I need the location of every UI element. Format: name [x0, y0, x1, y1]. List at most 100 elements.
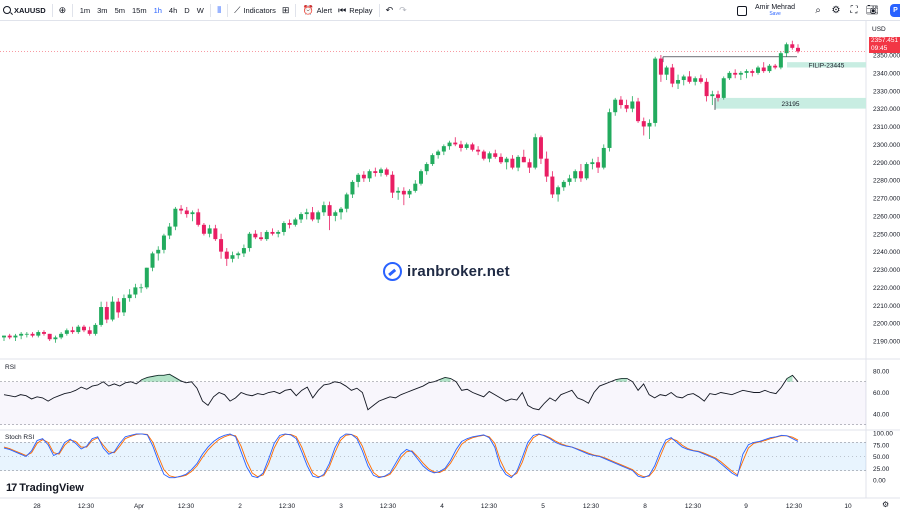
top-toolbar: XAUUSD ⊕ 1m 3m 5m 15m 1h 4h D W ⫴ ⟋ Indi… — [0, 0, 900, 21]
candle-body — [361, 174, 366, 179]
timeframe-1h[interactable]: 1h — [153, 5, 162, 15]
candle-body — [327, 205, 332, 216]
alert-button[interactable]: ⏰ Alert — [299, 0, 335, 21]
candle-body — [550, 176, 555, 195]
timeframe-15m[interactable]: 15m — [131, 5, 147, 15]
candle-body — [339, 208, 344, 213]
tradingview-logo[interactable]: 17 TradingView — [6, 482, 84, 494]
indicators-label: Indicators — [243, 5, 276, 15]
candle-body — [767, 65, 772, 72]
candle-body — [270, 231, 275, 234]
price-axis-label: 2220.000 — [873, 285, 900, 292]
candle-body — [316, 212, 321, 220]
compare-symbol-button[interactable]: ⊕ — [56, 0, 70, 21]
candle-body — [561, 181, 566, 188]
camera-icon[interactable]: 📷︎ — [866, 5, 879, 16]
candle-body — [201, 224, 206, 234]
price-axis-label: 2350.000 — [873, 53, 900, 60]
candle-body — [150, 253, 155, 268]
candle-body — [2, 335, 6, 338]
candle-body — [481, 151, 486, 159]
price-axis-label: 2330.000 — [873, 88, 900, 95]
time-axis-label: 12:30 — [78, 503, 95, 510]
candle-body — [418, 171, 423, 184]
time-axis-label: 4 — [440, 503, 444, 510]
timeframe-3m[interactable]: 3m — [97, 5, 108, 15]
price-axis-label: 2340.000 — [873, 70, 900, 77]
candle-body — [184, 210, 189, 215]
chart-type-button[interactable]: ⫴ — [214, 0, 224, 21]
timeframe-5m[interactable]: 5m — [114, 5, 125, 15]
candle-body — [373, 171, 378, 173]
rsi-axis-label: 80.00 — [873, 369, 890, 376]
templates-button[interactable]: ⊞ — [279, 0, 293, 21]
candle-body — [458, 144, 463, 148]
time-axis-label: 2 — [238, 503, 242, 510]
price-axis-label: 2190.000 — [873, 339, 900, 346]
timeframe-w[interactable]: W — [196, 5, 204, 15]
timeframe-4h[interactable]: 4h — [168, 5, 178, 15]
candle-body — [299, 214, 304, 220]
timeframe-d[interactable]: D — [184, 5, 190, 15]
candle-body — [590, 162, 595, 165]
candle-body — [658, 58, 663, 75]
replay-button[interactable]: ⏮ Replay — [335, 0, 375, 21]
axis-settings-icon[interactable]: ⚙ — [882, 500, 890, 509]
candle-body — [76, 326, 81, 333]
quick-search-icon[interactable]: ⌕ — [815, 5, 821, 16]
candle-body — [333, 212, 338, 216]
search-icon — [3, 6, 11, 14]
indicators-button[interactable]: ⟋ Indicators — [231, 0, 279, 21]
candle-body — [773, 65, 778, 68]
candle-body — [304, 212, 309, 215]
candle-body — [630, 101, 635, 109]
layout-save-button[interactable]: Amir Mehrad Save — [737, 0, 795, 21]
candle-body — [453, 142, 458, 145]
candle-body — [624, 105, 629, 109]
candle-body — [321, 205, 326, 213]
time-axis-label: 5 — [541, 503, 545, 510]
redo-button[interactable]: ↷ — [396, 0, 410, 21]
divider — [295, 3, 297, 17]
candle-body — [493, 153, 498, 157]
candle-body — [664, 67, 669, 75]
candle-body — [379, 169, 384, 173]
candle-body — [219, 239, 224, 252]
undo-button[interactable]: ↶ — [383, 0, 397, 21]
tradingview-logo-text: TradingView — [19, 482, 84, 494]
candle-body — [544, 158, 549, 177]
candle-body — [704, 81, 709, 97]
candle-body — [259, 237, 264, 240]
stoch-rsi-title[interactable]: Stoch RSI — [5, 434, 35, 441]
alarm-clock-icon: ⏰ — [302, 4, 314, 15]
time-axis-label: 12:30 — [583, 503, 600, 510]
rsi-axis-label: 40.00 — [873, 412, 890, 419]
publish-button[interactable]: P — [890, 4, 900, 17]
candle-body — [578, 171, 583, 179]
symbol-search-button[interactable]: XAUUSD — [0, 0, 49, 21]
candle-body — [744, 71, 749, 73]
fullscreen-icon[interactable]: ⛶ — [850, 5, 858, 16]
time-axis-label: 12:30 — [481, 503, 498, 510]
candle-body — [607, 112, 612, 148]
candle-body — [784, 44, 789, 54]
iranbroker-logo-icon — [383, 262, 402, 281]
candle-body — [41, 332, 46, 334]
candle-body — [230, 255, 235, 259]
zone-rect — [715, 97, 866, 109]
rsi-title[interactable]: RSI — [5, 364, 16, 371]
candle-body — [596, 162, 601, 168]
stoch-k-line — [3, 433, 799, 479]
time-axis-label: Apr — [134, 503, 145, 510]
currency-label[interactable]: USD — [872, 26, 886, 33]
candle-body — [167, 226, 172, 236]
timeframe-1m[interactable]: 1m — [79, 5, 91, 15]
current-price-tag: 2357.451 09:45 — [869, 37, 900, 53]
candle-body — [510, 158, 515, 168]
price-axis-label: 2320.000 — [873, 106, 900, 113]
candle-body — [464, 144, 469, 148]
watermark: iranbroker.net — [383, 262, 510, 281]
settings-gear-icon[interactable]: ⚙ — [831, 5, 841, 16]
chart-canvas[interactable]: FILIP-23445 23195 2350.000 2340.000 2330.00… — [0, 21, 900, 511]
